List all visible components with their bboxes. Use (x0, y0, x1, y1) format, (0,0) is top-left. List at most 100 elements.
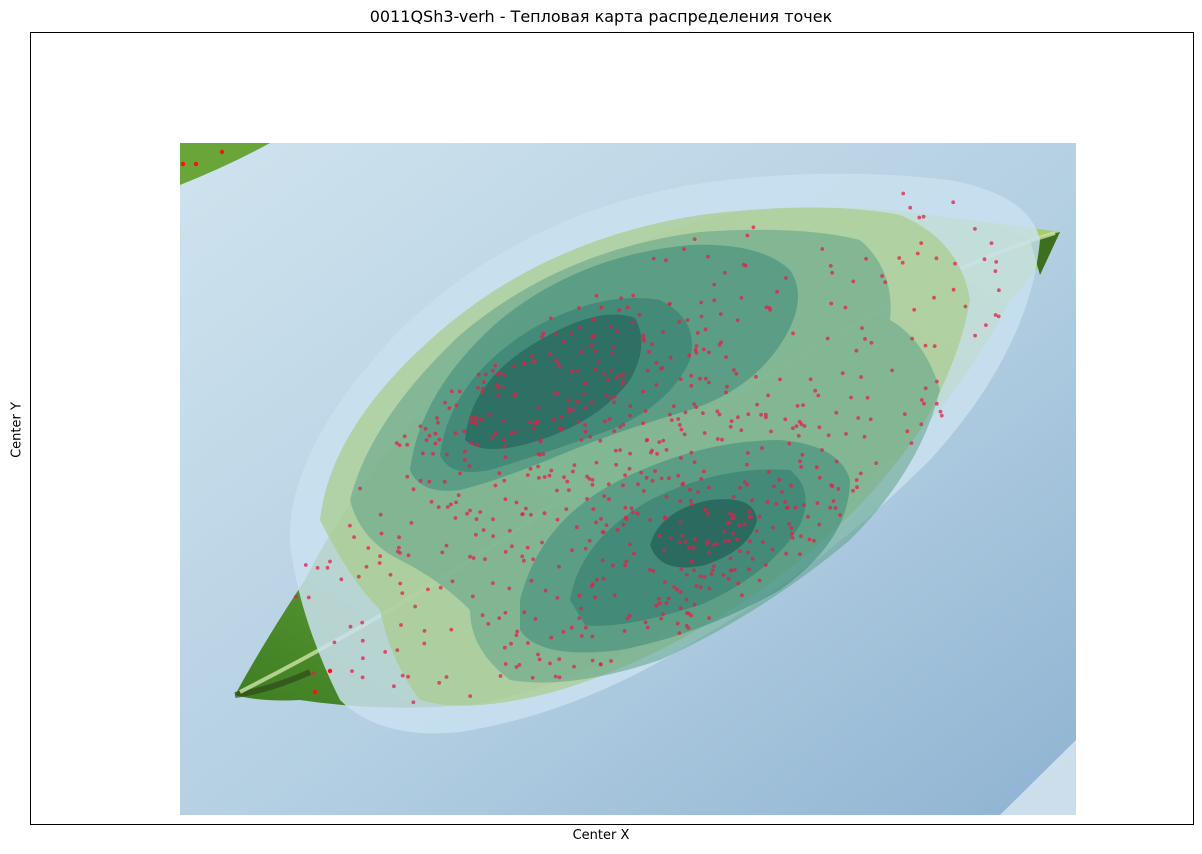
point-marker (377, 561, 382, 565)
point-marker (692, 460, 697, 464)
point-marker (745, 482, 749, 487)
point-marker (754, 374, 758, 379)
point-marker (645, 438, 650, 442)
point-marker (760, 540, 765, 544)
point-marker (470, 594, 475, 599)
point-marker (829, 301, 834, 306)
point-marker (712, 564, 716, 569)
point-marker (364, 564, 369, 569)
point-marker (422, 641, 427, 646)
point-marker (684, 623, 689, 628)
point-marker (627, 614, 632, 618)
point-marker (438, 585, 443, 590)
point-marker (678, 606, 683, 611)
point-marker (864, 256, 868, 261)
point-marker (938, 409, 943, 414)
point-marker (514, 665, 519, 669)
point-marker (509, 641, 513, 646)
point-marker (315, 566, 320, 570)
point-marker (654, 603, 659, 608)
point-marker (577, 616, 581, 621)
point-marker (568, 331, 573, 336)
point-marker (564, 507, 569, 511)
point-marker (447, 406, 452, 410)
point-marker (654, 383, 659, 387)
point-marker (398, 551, 402, 555)
point-marker (532, 359, 537, 363)
point-marker (645, 625, 650, 630)
point-marker (728, 511, 732, 516)
point-marker (746, 412, 751, 417)
point-marker (325, 565, 330, 570)
point-marker (790, 536, 795, 540)
point-marker (557, 657, 562, 661)
point-marker (919, 241, 924, 246)
point-marker (631, 293, 636, 298)
point-marker (579, 438, 584, 442)
point-marker (630, 510, 635, 515)
point-marker (910, 336, 915, 341)
point-marker (698, 585, 703, 590)
point-marker (657, 440, 662, 444)
point-marker (712, 282, 717, 287)
point-marker (497, 370, 502, 375)
point-marker (908, 205, 913, 210)
point-marker (681, 481, 685, 486)
point-marker (360, 675, 365, 680)
point-marker (760, 446, 764, 450)
point-marker (787, 441, 792, 446)
point-marker (741, 262, 746, 267)
point-marker (712, 298, 717, 303)
point-marker (689, 383, 694, 388)
point-marker (493, 431, 498, 436)
point-marker (663, 580, 667, 585)
point-marker (706, 539, 710, 544)
point-marker (694, 344, 699, 348)
point-marker (816, 393, 821, 398)
point-marker (939, 413, 944, 418)
point-marker (463, 458, 467, 462)
point-marker (664, 601, 669, 605)
point-marker (583, 429, 588, 434)
point-marker (763, 412, 768, 417)
point-marker (694, 584, 699, 588)
point-marker (661, 438, 666, 443)
point-marker (617, 308, 622, 312)
point-marker (590, 478, 595, 482)
point-marker (855, 485, 859, 490)
point-marker (812, 538, 816, 543)
point-marker (731, 531, 735, 536)
point-marker (745, 233, 750, 238)
point-marker (909, 441, 914, 445)
point-marker (731, 516, 736, 521)
point-marker (825, 336, 830, 341)
point-marker (339, 577, 344, 582)
point-marker (624, 517, 629, 521)
point-marker (454, 403, 459, 408)
point-marker (721, 573, 726, 577)
point-marker (606, 482, 611, 487)
point-marker (456, 493, 461, 498)
point-marker (880, 274, 884, 278)
point-marker (750, 556, 755, 561)
point-marker (413, 604, 417, 609)
point-marker (755, 402, 759, 407)
point-marker (583, 423, 587, 427)
point-marker (698, 574, 703, 579)
point-marker (732, 568, 737, 572)
x-axis-label: Center X (572, 828, 630, 843)
point-marker (675, 587, 680, 592)
point-marker (769, 429, 773, 434)
point-marker (596, 360, 601, 364)
point-marker (449, 627, 454, 632)
point-marker (525, 473, 530, 477)
point-marker (921, 214, 926, 219)
point-marker (679, 427, 684, 432)
point-marker (600, 530, 605, 535)
point-marker (406, 553, 411, 558)
point-marker (897, 256, 902, 260)
point-marker (498, 674, 503, 678)
point-marker (919, 422, 924, 427)
point-marker (772, 484, 776, 489)
point-marker (736, 415, 740, 420)
